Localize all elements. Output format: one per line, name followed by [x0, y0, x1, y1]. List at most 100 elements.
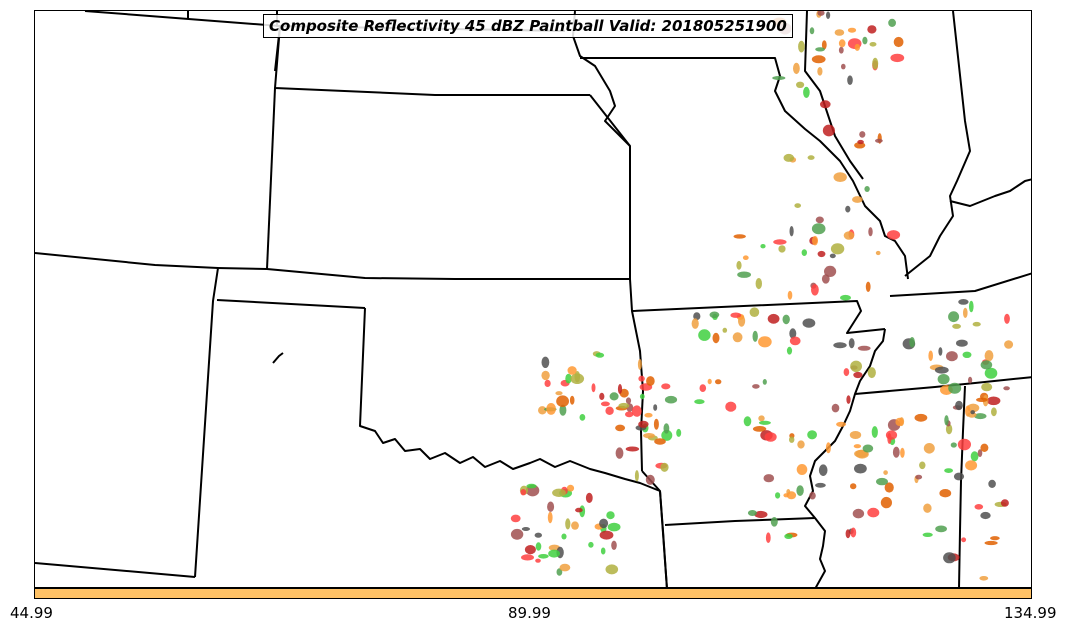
- storm-cell: [552, 488, 566, 497]
- border-mo-north: [572, 11, 631, 147]
- colorbar: [34, 588, 1032, 599]
- storm-cell: [961, 537, 967, 543]
- storm-cell: [676, 428, 682, 437]
- storm-cell: [556, 568, 563, 576]
- storm-cell: [876, 477, 888, 486]
- storm-cell: [789, 226, 794, 237]
- storm-cell: [963, 307, 968, 318]
- storm-cell: [984, 350, 994, 362]
- storm-cell: [783, 153, 795, 162]
- storm-cell: [935, 525, 947, 533]
- storm-cell: [732, 332, 743, 343]
- storm-cell: [535, 558, 541, 563]
- storm-cell: [699, 384, 707, 392]
- storm-cell: [797, 440, 805, 449]
- storm-cell: [880, 496, 893, 509]
- storm-cell: [934, 366, 949, 374]
- storm-cell: [853, 444, 862, 449]
- storm-cell: [784, 533, 793, 539]
- storm-cell: [794, 203, 801, 209]
- storm-cell: [764, 432, 777, 442]
- storm-cell: [783, 493, 789, 498]
- storm-cell: [865, 281, 871, 292]
- storm-cell: [644, 412, 653, 418]
- storm-cell: [817, 250, 826, 258]
- storm-cell: [821, 40, 827, 50]
- storm-cell: [521, 554, 534, 561]
- storm-cell: [820, 100, 831, 109]
- storm-cell: [872, 57, 879, 70]
- storm-cell: [900, 447, 905, 458]
- storm-cell: [712, 332, 720, 344]
- border-wy-co: [35, 252, 219, 269]
- storm-cell: [915, 474, 923, 480]
- storm-cell: [822, 124, 836, 137]
- storm-cells: [510, 11, 1014, 581]
- storm-cell: [615, 447, 624, 459]
- storm-cell: [946, 351, 958, 362]
- storm-cell: [852, 196, 863, 203]
- storm-cell: [570, 373, 585, 385]
- storm-cell: [809, 27, 815, 35]
- storm-cell: [722, 327, 728, 333]
- mississippi-river: [804, 328, 886, 587]
- storm-cell: [852, 508, 865, 519]
- storm-cell: [976, 397, 988, 402]
- storm-cell: [541, 370, 550, 381]
- storm-cell: [888, 18, 896, 27]
- storm-cell: [546, 403, 556, 415]
- storm-cell: [950, 442, 957, 448]
- storm-cell: [956, 339, 968, 347]
- storm-cell: [787, 290, 793, 300]
- storm-cell: [786, 346, 793, 355]
- storm-cell: [749, 307, 760, 318]
- storm-cell: [796, 485, 804, 496]
- storm-cell: [943, 552, 956, 564]
- storm-cell: [645, 474, 655, 485]
- storm-cell: [762, 379, 767, 385]
- storm-cell: [736, 260, 742, 270]
- storm-cell: [919, 461, 926, 470]
- storm-cell: [843, 231, 855, 240]
- storm-cell: [938, 347, 943, 356]
- storm-cell: [796, 464, 808, 475]
- storm-cell: [883, 470, 888, 475]
- storm-cell: [815, 482, 826, 488]
- storm-cell: [977, 449, 983, 457]
- storm-cell: [625, 397, 632, 405]
- storm-cell: [559, 404, 567, 416]
- storm-cell: [733, 234, 746, 239]
- storm-cell: [887, 433, 892, 444]
- storm-cell: [948, 382, 962, 394]
- storm-cell: [763, 474, 775, 483]
- storm-cell: [599, 518, 609, 529]
- storm-cell: [840, 294, 851, 301]
- map-frame[interactable]: [34, 10, 1032, 588]
- storm-cell: [541, 356, 550, 368]
- storm-cell: [786, 491, 797, 500]
- storm-cell: [833, 342, 847, 349]
- storm-cell: [693, 312, 701, 321]
- storm-cell: [843, 368, 850, 377]
- border-co-south: [35, 562, 196, 578]
- storm-cell: [809, 491, 816, 500]
- border-oh: [949, 178, 1031, 207]
- storm-cell: [944, 415, 949, 426]
- storm-cell: [974, 504, 984, 510]
- storm-cell: [566, 484, 575, 492]
- storm-cell: [875, 138, 883, 143]
- storm-cell: [849, 431, 862, 439]
- storm-cell: [986, 396, 1001, 406]
- storm-cell: [968, 376, 973, 384]
- storm-cell: [555, 391, 563, 396]
- storm-cell: [760, 244, 766, 249]
- storm-cell: [821, 274, 830, 284]
- storm-cell: [730, 312, 742, 318]
- storm-cell: [567, 366, 577, 375]
- storm-cell: [854, 463, 867, 474]
- storm-cell: [836, 421, 847, 427]
- storm-cell: [909, 337, 915, 348]
- storm-cell: [857, 345, 871, 351]
- storm-cell: [524, 545, 536, 555]
- storm-cell: [831, 403, 840, 413]
